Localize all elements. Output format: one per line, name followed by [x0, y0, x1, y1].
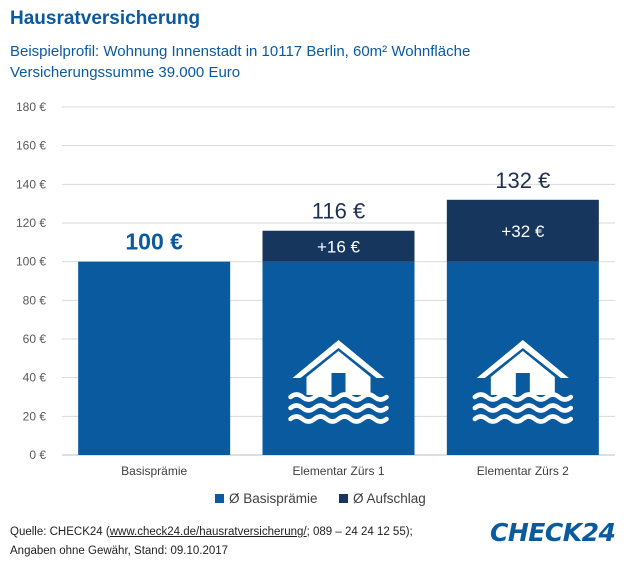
- x-tick-label: Basisprämie: [121, 464, 187, 478]
- source-prefix: Quelle: CHECK24 (: [10, 526, 110, 538]
- y-tick-label: 160 €: [16, 139, 46, 153]
- chart-subtitle: Beispielprofil: Wohnung Innenstadt in 10…: [10, 41, 470, 83]
- x-tick-label: Elementar Zürs 2: [477, 464, 569, 478]
- bar-base: [78, 261, 231, 455]
- y-tick-label: 0 €: [29, 448, 46, 462]
- source-line-2: Angaben ohne Gewähr, Stand: 09.10.2017: [10, 545, 229, 557]
- bar-surcharge: [262, 230, 415, 262]
- total-label: 100 €: [125, 229, 183, 255]
- subtitle-line-1: Beispielprofil: Wohnung Innenstadt in 10…: [10, 43, 471, 60]
- legend-label: Ø Basisprämie: [229, 491, 318, 506]
- y-tick-label: 60 €: [23, 332, 47, 346]
- x-tick-label: Elementar Zürs 1: [292, 464, 384, 478]
- source-note: Quelle: CHECK24 (www.check24.de/hausratv…: [10, 523, 413, 561]
- check24-logo: CHECK24: [490, 518, 616, 547]
- source-line-1: Quelle: CHECK24 (www.check24.de/hausratv…: [10, 523, 413, 542]
- source-suffix: ; 089 – 24 24 12 55);: [306, 526, 413, 538]
- flood-house-icon: [288, 340, 389, 424]
- y-tick-label: 140 €: [16, 177, 46, 191]
- y-tick-label: 20 €: [23, 409, 47, 423]
- legend-label: Ø Aufschlag: [353, 491, 426, 506]
- bar-chart: 0 € 20 € 40 € 60 € 80 € 100 € 120 € 140 € 160 € 1…: [16, 100, 615, 506]
- y-tick-label: 80 €: [23, 293, 47, 307]
- y-tick-label: 40 €: [23, 371, 47, 385]
- y-tick-label: 120 €: [16, 216, 46, 230]
- legend-swatch: [215, 494, 224, 503]
- flood-house-icon: [472, 340, 574, 424]
- subtitle-line-2: Versicherungssumme 39.000 Euro: [10, 64, 241, 81]
- total-label: 132 €: [495, 168, 550, 193]
- bar-surcharge: [446, 199, 599, 262]
- legend-swatch: [339, 494, 348, 503]
- chart-title: Hausratversicherung: [10, 8, 201, 29]
- source-link[interactable]: www.check24.de/hausratversicherung/: [109, 526, 307, 538]
- surcharge-label: +16 €: [317, 238, 361, 257]
- surcharge-label: +32 €: [501, 222, 545, 241]
- y-tick-label: 180 €: [16, 100, 46, 114]
- total-label: 116 €: [312, 199, 365, 224]
- y-tick-label: 100 €: [16, 255, 46, 269]
